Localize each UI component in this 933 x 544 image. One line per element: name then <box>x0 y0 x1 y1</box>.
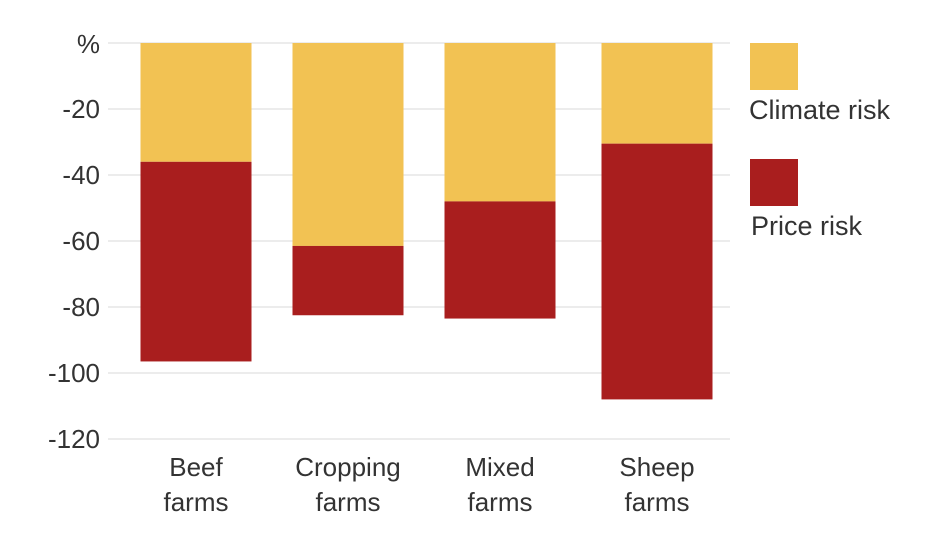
legend-label: Climate risk <box>749 95 891 125</box>
x-category-label: farms <box>316 487 381 517</box>
bar-segment <box>601 143 713 400</box>
legend-swatch <box>750 159 798 206</box>
legend-swatch <box>750 43 798 90</box>
x-category-label: Beef <box>169 452 223 482</box>
bar-segment <box>444 43 556 202</box>
x-category-label: Cropping <box>295 452 401 482</box>
legend-label: Price risk <box>751 211 863 241</box>
y-tick-label: -60 <box>62 226 100 256</box>
bar-segment <box>292 43 404 246</box>
bars <box>140 43 713 400</box>
bar-segment <box>292 245 404 316</box>
bar-segment <box>601 43 713 144</box>
y-tick-label: -20 <box>62 94 100 124</box>
y-axis-tick-labels: % -20 -40 -60 -80 -100 -120 <box>48 29 100 454</box>
y-axis-unit-label: % <box>77 29 100 59</box>
y-tick-label: -120 <box>48 424 100 454</box>
x-axis-category-labels: Beef farms Cropping farms Mixed farms Sheep far… <box>164 452 695 517</box>
x-category-label: farms <box>164 487 229 517</box>
x-category-label: Sheep <box>619 452 694 482</box>
x-category-label: Mixed <box>465 452 534 482</box>
bar-segment <box>140 161 252 362</box>
bar-segment <box>140 43 252 162</box>
y-tick-label: -80 <box>62 292 100 322</box>
y-tick-label: -40 <box>62 160 100 190</box>
x-category-label: farms <box>468 487 533 517</box>
legend: Climate risk Price risk <box>749 43 891 241</box>
bar-segment <box>444 201 556 319</box>
x-category-label: farms <box>625 487 690 517</box>
y-tick-label: -100 <box>48 358 100 388</box>
